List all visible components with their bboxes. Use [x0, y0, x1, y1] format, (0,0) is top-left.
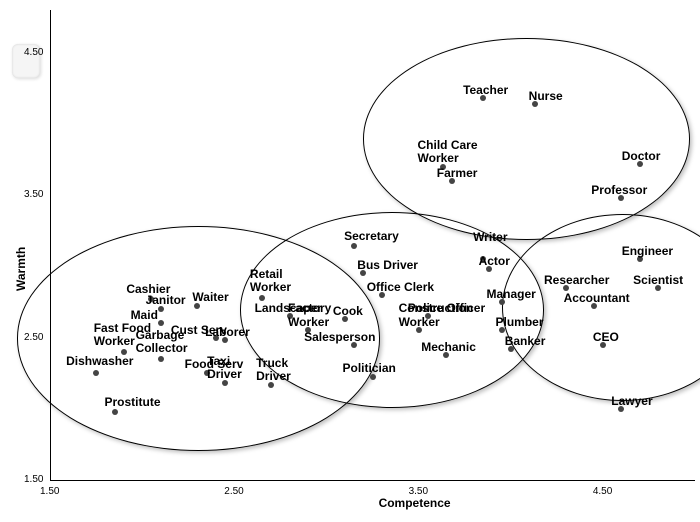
x-tick-label: 3.50 [409, 486, 428, 497]
y-tick-label: 3.50 [24, 189, 43, 200]
cluster-ellipse [363, 38, 689, 239]
point-label: Lawyer [611, 395, 652, 408]
point-label: Child Care Worker [418, 139, 478, 165]
point-label: Professor [591, 184, 647, 197]
point-label: Mechanic [421, 341, 476, 354]
data-point [121, 349, 127, 355]
point-label: Truck Driver [256, 357, 291, 383]
point-label: Maid [131, 309, 158, 322]
y-tick-label: 4.50 [24, 47, 43, 58]
point-label: Taxi Driver [207, 355, 242, 381]
data-point [158, 356, 164, 362]
point-label: Dishwasher [66, 355, 133, 368]
point-label: Secretary [344, 230, 399, 243]
point-label: Farmer [437, 167, 478, 180]
data-point [158, 320, 164, 326]
point-label: Accountant [564, 292, 630, 305]
point-label: Teacher [463, 84, 508, 97]
data-point [259, 295, 265, 301]
x-tick-label: 4.50 [593, 486, 612, 497]
point-label: Bus Driver [357, 259, 418, 272]
point-label: Scientist [633, 274, 683, 287]
point-label: Salesperson [304, 331, 375, 344]
data-point [351, 243, 357, 249]
y-axis-title: Warmth [14, 247, 28, 291]
point-label: Cook [333, 305, 363, 318]
x-tick-label: 2.50 [224, 486, 243, 497]
point-label: Nurse [529, 90, 563, 103]
point-label: Plumber [496, 316, 544, 329]
point-label: Writer [473, 231, 507, 244]
point-label: Office Clerk [367, 281, 434, 294]
point-label: Researcher [544, 274, 609, 287]
point-label: Doctor [622, 150, 661, 163]
y-tick-label: 1.50 [24, 474, 43, 485]
point-label: Retail Worker [250, 268, 291, 294]
point-label: Prostitute [105, 396, 161, 409]
point-label: Banker [505, 335, 546, 348]
data-point [93, 370, 99, 376]
x-tick-label: 1.50 [40, 486, 59, 497]
point-label: Actor [479, 255, 510, 268]
point-label: Laborer [205, 326, 250, 339]
point-label: CEO [593, 331, 619, 344]
data-point [112, 409, 118, 415]
point-label: Manager [487, 288, 536, 301]
x-axis-line [50, 480, 695, 481]
point-label: Engineer [622, 245, 673, 258]
point-label: Factory Worker [288, 302, 331, 328]
point-label: Politician [343, 362, 396, 375]
x-axis-title: Competence [379, 496, 451, 510]
point-label: Janitor [146, 294, 186, 307]
point-label: Police Officer [408, 302, 485, 315]
y-axis-line [50, 10, 51, 480]
scatter-chart: Competence Warmth 1.502.503.504.501.502.… [0, 0, 700, 522]
point-label: Waiter [192, 291, 228, 304]
